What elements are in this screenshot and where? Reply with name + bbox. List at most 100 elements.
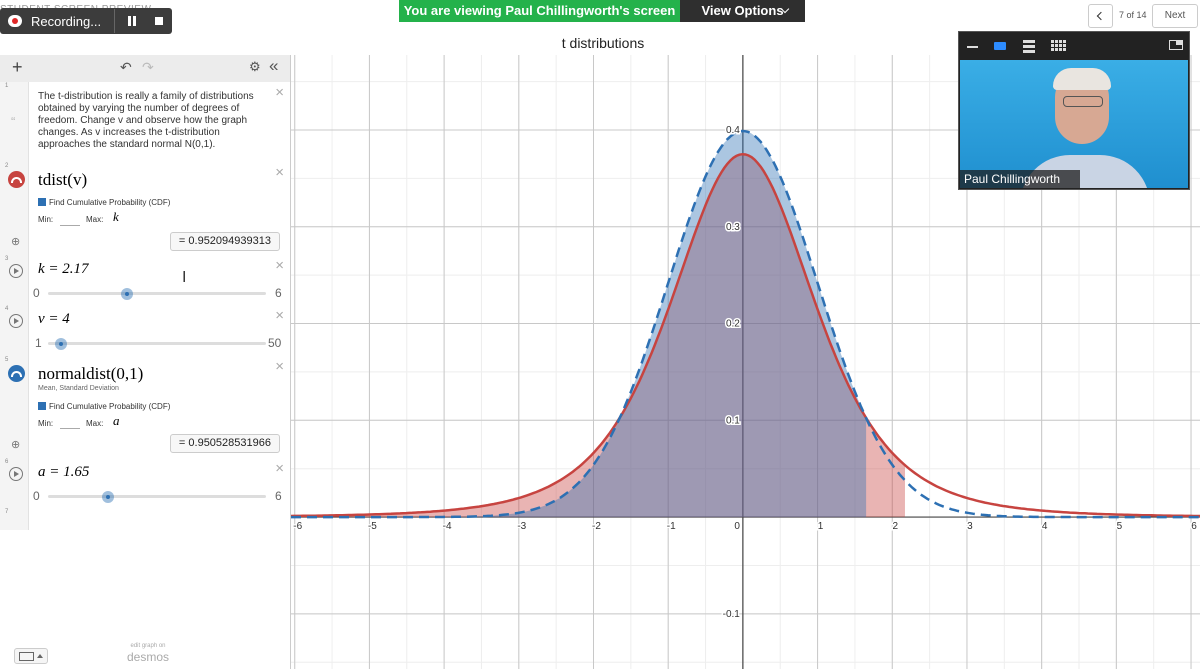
row-number: 2 [5, 163, 9, 169]
zoom-icon[interactable]: ⊕ [11, 236, 21, 248]
slider-min: 0 [33, 286, 40, 300]
minimize-icon[interactable] [967, 46, 978, 48]
play-button[interactable] [9, 467, 23, 481]
y-tick-label: 0.1 [726, 415, 740, 426]
zoom-icon[interactable]: ⊕ [11, 439, 21, 451]
expression-latex: normaldist(0,1) [38, 364, 144, 383]
max-input[interactable]: k [113, 209, 119, 224]
cdf-checkbox[interactable] [38, 198, 46, 206]
collapse-button[interactable]: « [269, 56, 279, 75]
speaker-view-icon[interactable] [994, 42, 1006, 50]
slider-row[interactable]: 4 v = 4 1 50 × [0, 305, 290, 357]
video-feed [960, 60, 1188, 188]
delete-button[interactable]: × [275, 460, 284, 477]
color-icon[interactable] [8, 365, 25, 382]
slider-knob[interactable] [55, 338, 68, 350]
slider-label: a = 1.65 [38, 464, 90, 480]
x-tick-label: -1 [667, 521, 676, 532]
next-button[interactable]: Next [1152, 4, 1198, 28]
slider-knob[interactable] [120, 288, 133, 300]
play-button[interactable] [9, 264, 23, 278]
row-number: 5 [5, 357, 9, 363]
slider-track [48, 342, 266, 345]
undo-button[interactable]: ↶ [120, 59, 132, 75]
keyboard-button[interactable] [14, 648, 48, 664]
recording-bar: Recording... [0, 8, 172, 34]
quote-icon: “ [11, 114, 16, 129]
x-tick-label: -2 [592, 521, 601, 532]
delete-button[interactable]: × [275, 307, 284, 324]
slider-min: 1 [35, 336, 42, 350]
row-number: 3 [5, 256, 9, 262]
min-label: Min: [38, 419, 54, 428]
video-window: Paul Chillingworth [958, 31, 1190, 190]
settings-button[interactable]: ⚙ [249, 59, 261, 74]
cdf-checkbox[interactable] [38, 402, 46, 410]
cdf-label: Find Cumulative Probability (CDF) [49, 198, 171, 207]
strip-view-icon[interactable] [1023, 40, 1035, 43]
row-number: 4 [5, 306, 9, 312]
expression-subtitle: Mean, Standard Deviation [38, 385, 119, 392]
redo-button[interactable]: ↷ [142, 59, 154, 75]
person-hair [1053, 68, 1111, 90]
slider-knob[interactable] [101, 491, 114, 503]
grid-view-icon[interactable] [1051, 40, 1054, 43]
min-input[interactable] [60, 225, 80, 226]
x-tick-label: 2 [892, 521, 898, 532]
max-input[interactable]: a [113, 413, 120, 428]
slider-row[interactable]: 6 a = 1.65 0 6 × [0, 458, 290, 509]
stop-button[interactable] [155, 17, 163, 25]
delete-button[interactable]: × [275, 257, 284, 274]
desmos-brand[interactable]: desmos [126, 650, 170, 664]
color-icon[interactable] [8, 171, 25, 188]
cdf-shading [291, 154, 905, 518]
cdf-shading [291, 131, 867, 518]
delete-button[interactable]: × [275, 84, 284, 101]
y-tick-label: -0.1 [723, 609, 741, 620]
slider-max: 50 [268, 336, 282, 350]
slider-max: 6 [275, 286, 282, 300]
person-glasses [1063, 96, 1103, 107]
max-label: Max: [86, 215, 104, 224]
note-text: The t-distribution is really a family of… [38, 91, 254, 150]
x-tick-label: 6 [1191, 521, 1197, 532]
note-row[interactable]: 1 “ The t-distribution is really a famil… [0, 82, 290, 163]
add-button[interactable]: + [12, 57, 23, 77]
normal-curve [291, 129, 1200, 519]
empty-row[interactable]: 7 [0, 508, 290, 530]
x-tick-label: 3 [967, 521, 973, 532]
view-options[interactable]: View Options [680, 0, 805, 22]
share-banner: You are viewing Paul Chillingworth's scr… [399, 0, 680, 22]
min-label: Min: [38, 215, 54, 224]
pause-button[interactable] [128, 16, 131, 26]
x-tick-label: -6 [293, 521, 302, 532]
cdf-label: Find Cumulative Probability (CDF) [49, 402, 171, 411]
row-number: 7 [5, 509, 9, 515]
slider-label: v = 4 [38, 311, 70, 327]
participant-name: Paul Chillingworth [960, 170, 1080, 188]
graph-title: t distributions [561, 35, 645, 51]
prev-button[interactable] [1088, 4, 1113, 28]
delete-button[interactable]: × [275, 164, 284, 181]
expression-row[interactable]: 5 normaldist(0,1) Mean, Standard Deviati… [0, 356, 290, 459]
expression-latex: tdist(v) [38, 170, 88, 189]
expression-row[interactable]: 2 tdist(v) Find Cumulative Probability (… [0, 162, 290, 256]
x-tick-label: 1 [818, 521, 824, 532]
row-number: 1 [5, 83, 9, 89]
t-curve [291, 152, 1200, 518]
text-cursor: I [182, 269, 187, 286]
x-tick-label: 0 [734, 521, 740, 532]
edit-link[interactable]: edit graph on [130, 643, 166, 649]
min-input[interactable] [60, 428, 80, 429]
row-number: 6 [5, 459, 9, 465]
x-tick-label: -3 [517, 521, 526, 532]
popout-icon[interactable] [1169, 40, 1183, 50]
cdf-result: = 0.950528531966 [169, 434, 280, 453]
delete-button[interactable]: × [275, 358, 284, 375]
slider-row[interactable]: 3 k = 2.17 0 6 I × [0, 255, 290, 306]
page-counter: 7 of 14 [1119, 10, 1147, 20]
play-button[interactable] [9, 314, 23, 328]
slider-track [48, 495, 266, 498]
max-label: Max: [86, 419, 104, 428]
